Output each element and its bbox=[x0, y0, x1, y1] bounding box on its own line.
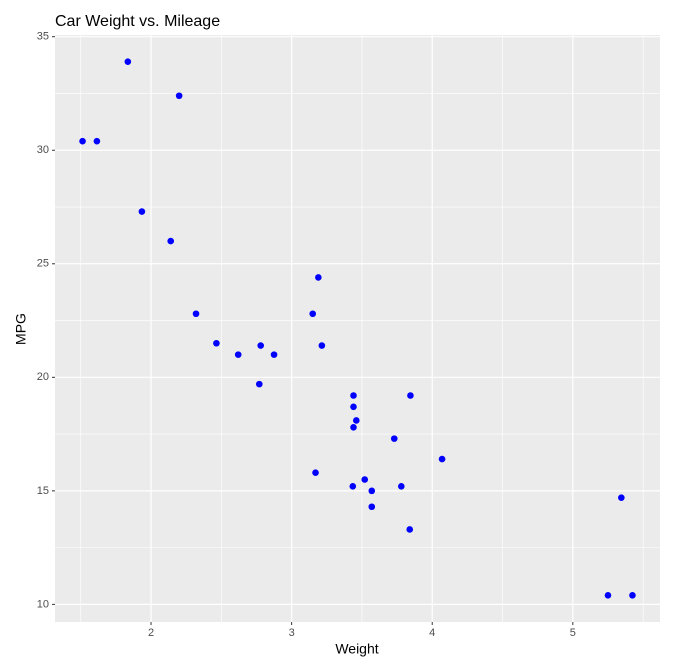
point bbox=[618, 494, 625, 501]
point bbox=[438, 455, 446, 463]
y-tick-label: 35 bbox=[37, 31, 49, 43]
point bbox=[368, 487, 376, 495]
point bbox=[390, 435, 398, 442]
y-tick-label: 25 bbox=[37, 258, 49, 270]
x-tick-label: 3 bbox=[289, 627, 295, 639]
point bbox=[93, 137, 101, 145]
point bbox=[368, 503, 376, 511]
point bbox=[397, 483, 405, 490]
y-tick-label: 10 bbox=[37, 598, 49, 610]
plot-panel bbox=[55, 35, 660, 622]
point bbox=[407, 392, 414, 399]
x-axis-label: Weight bbox=[335, 641, 378, 657]
y-tick-label: 15 bbox=[37, 485, 49, 497]
point bbox=[629, 592, 636, 599]
point bbox=[175, 92, 183, 100]
x-tick-label: 4 bbox=[429, 627, 435, 639]
point bbox=[257, 342, 264, 349]
point bbox=[138, 208, 146, 215]
x-tick-label: 5 bbox=[570, 627, 576, 639]
point bbox=[192, 310, 200, 318]
x-tick-label: 2 bbox=[148, 627, 154, 639]
point bbox=[213, 339, 220, 347]
point bbox=[315, 274, 322, 281]
chart-title: Car Weight vs. Mileage bbox=[55, 13, 220, 30]
point bbox=[318, 342, 326, 349]
point bbox=[350, 403, 357, 411]
point bbox=[353, 417, 360, 424]
point bbox=[349, 483, 357, 490]
point bbox=[361, 476, 369, 483]
point bbox=[604, 592, 612, 599]
point bbox=[309, 310, 317, 318]
point bbox=[167, 237, 175, 245]
point bbox=[270, 351, 278, 358]
point bbox=[312, 469, 319, 476]
y-axis-label: MPG bbox=[13, 313, 29, 345]
point bbox=[406, 526, 414, 533]
y-tick-label: 20 bbox=[37, 371, 49, 383]
point bbox=[255, 380, 263, 388]
point bbox=[234, 351, 242, 358]
point bbox=[350, 392, 357, 399]
point bbox=[79, 137, 86, 145]
point bbox=[124, 58, 132, 65]
y-tick-label: 30 bbox=[37, 144, 49, 156]
point bbox=[350, 423, 357, 431]
